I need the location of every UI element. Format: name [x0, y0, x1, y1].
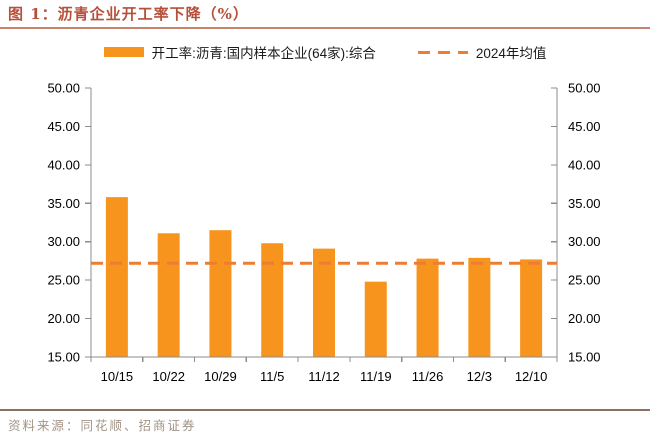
y-tick-label-left: 25.00	[47, 273, 80, 288]
dashed-line-swatch-icon	[417, 50, 468, 54]
chart-legend: 开工率:沥青:国内样本企业(64家):综合 2024年均值	[0, 33, 650, 71]
y-tick-label-left: 15.00	[47, 350, 80, 365]
x-tick-label: 10/15	[101, 369, 134, 384]
x-tick-label: 12/10	[515, 369, 548, 384]
y-tick-label-left: 30.00	[47, 234, 80, 249]
y-tick-label-right: 20.00	[568, 311, 601, 326]
bar	[105, 197, 128, 357]
bar	[261, 243, 284, 357]
x-tick-label: 10/29	[204, 369, 237, 384]
y-tick-label-right: 50.00	[568, 81, 601, 96]
legend-item-series: 开工率:沥青:国内样本企业(64家):综合	[103, 42, 376, 62]
x-tick-label: 11/26	[412, 369, 444, 384]
x-tick-label: 11/12	[308, 369, 340, 384]
y-tick-label-left: 35.00	[47, 196, 80, 211]
bar	[468, 257, 491, 357]
x-tick-label: 11/19	[360, 369, 392, 384]
figure-title-row: 图 1：沥青企业开工率下降（%）	[0, 0, 650, 29]
y-tick-label-left: 40.00	[47, 157, 80, 172]
x-tick-label: 11/5	[260, 369, 284, 384]
y-tick-label-right: 40.00	[568, 157, 601, 172]
bar	[209, 230, 232, 357]
chart-area: 15.00 15.00 20.00 20.00 25.00 25.00 30.00 30.00…	[0, 75, 650, 405]
bar	[157, 233, 180, 357]
footer-divider	[0, 409, 650, 411]
y-tick-label-left: 20.00	[47, 311, 80, 326]
bar-swatch-icon	[103, 47, 144, 57]
x-tick-label: 10/22	[152, 369, 185, 384]
y-tick-label-right: 45.00	[568, 119, 601, 134]
figure-title: 图 1：沥青企业开工率下降（%）	[8, 5, 249, 23]
y-tick-label-left: 45.00	[47, 119, 80, 134]
y-tick-label-left: 50.00	[47, 81, 80, 96]
bar-chart: 15.00 15.00 20.00 20.00 25.00 25.00 30.00 30.00…	[47, 81, 601, 385]
legend-mean-label: 2024年均值	[475, 46, 547, 61]
bar	[313, 248, 335, 357]
source-text: 资料来源：同花顺、招商证券	[8, 418, 197, 433]
x-tick-label: 12/3	[467, 369, 492, 384]
bar	[416, 258, 439, 357]
y-tick-label-right: 25.00	[568, 273, 601, 288]
bar	[364, 281, 387, 357]
y-tick-label-right: 35.00	[568, 196, 601, 211]
bar	[520, 259, 543, 357]
legend-item-mean: 2024年均值	[417, 42, 547, 62]
legend-series-label: 开工率:沥青:国内样本企业(64家):综合	[151, 46, 376, 61]
y-tick-label-right: 30.00	[568, 234, 601, 249]
y-tick-label-right: 15.00	[568, 350, 601, 365]
